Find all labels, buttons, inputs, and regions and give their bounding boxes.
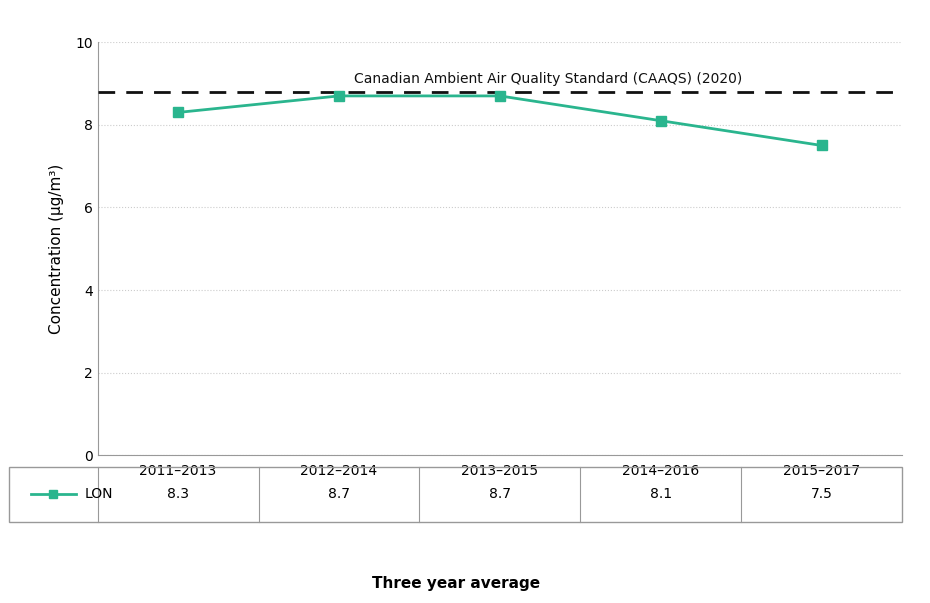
- Y-axis label: Concentration (μg/m³): Concentration (μg/m³): [49, 163, 64, 334]
- Text: 8.7: 8.7: [328, 487, 350, 502]
- Text: Three year average: Three year average: [372, 576, 539, 591]
- Text: 8.1: 8.1: [650, 487, 671, 502]
- Text: LON: LON: [85, 487, 113, 502]
- Text: 8.3: 8.3: [167, 487, 189, 502]
- Text: Canadian Ambient Air Quality Standard (CAAQS) (2020): Canadian Ambient Air Quality Standard (C…: [354, 72, 742, 86]
- Text: 7.5: 7.5: [811, 487, 832, 502]
- Text: 8.7: 8.7: [489, 487, 511, 502]
